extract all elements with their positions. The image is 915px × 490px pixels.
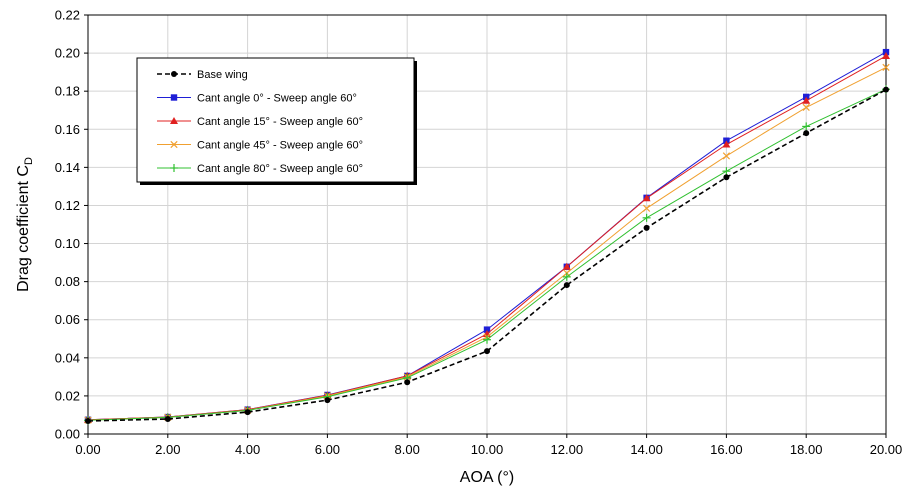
y-tick-label: 0.06 xyxy=(55,312,80,327)
data-point xyxy=(170,94,178,101)
data-point xyxy=(85,418,91,425)
y-tick-label: 0.22 xyxy=(55,8,80,23)
data-point xyxy=(563,282,570,289)
legend-item: Cant angle 80° - Sweep angle 60° xyxy=(157,163,363,175)
data-point xyxy=(324,397,331,404)
y-tick-label: 0.02 xyxy=(55,388,80,403)
data-point xyxy=(562,262,571,270)
x-tick-label: 8.00 xyxy=(395,442,420,457)
legend-label: Cant angle 0° - Sweep angle 60° xyxy=(197,93,357,105)
y-tick-label: 0.04 xyxy=(55,350,80,365)
data-point xyxy=(170,140,178,149)
series-base-wing xyxy=(85,86,889,425)
y-tick-label: 0.00 xyxy=(55,427,80,442)
y-tick-label: 0.08 xyxy=(55,274,80,289)
x-tick-label: 0.00 xyxy=(75,442,100,457)
data-point xyxy=(802,103,810,111)
data-point xyxy=(170,117,178,124)
data-point xyxy=(802,96,811,104)
y-tick-label: 0.20 xyxy=(55,46,80,61)
x-tick-label: 2.00 xyxy=(155,442,180,457)
y-tick-label: 0.12 xyxy=(55,198,80,213)
legend-label: Cant angle 45° - Sweep angle 60° xyxy=(197,140,363,152)
data-point xyxy=(643,224,650,231)
data-point xyxy=(722,152,731,160)
data-point xyxy=(484,348,490,355)
data-point xyxy=(170,164,178,172)
y-tick-label: 0.14 xyxy=(55,160,80,175)
data-point xyxy=(244,409,251,416)
legend-label: Base wing xyxy=(197,69,248,81)
data-point xyxy=(642,204,651,212)
legend-item: Base wing xyxy=(157,69,248,81)
data-point xyxy=(803,130,810,137)
data-point xyxy=(404,379,411,386)
data-point xyxy=(171,71,177,77)
axis-ticks: 0.00 0.02 0.04 0.06 0.08 0.10 0.12 0.14 0.16 0.18… xyxy=(55,8,903,458)
legend-item: Cant angle 45° - Sweep angle 60° xyxy=(157,140,363,152)
x-tick-label: 10.00 xyxy=(471,442,504,457)
legend-label: Cant angle 80° - Sweep angle 60° xyxy=(197,163,363,175)
legend-item: Cant angle 0° - Sweep angle 60° xyxy=(157,93,357,105)
data-point xyxy=(883,86,889,93)
x-axis-title: AOA (°) xyxy=(460,469,514,486)
x-tick-label: 6.00 xyxy=(315,442,340,457)
x-tick-label: 18.00 xyxy=(790,442,823,457)
legend: Base wing Cant angle 0° - Sweep angle 60°… xyxy=(136,57,417,185)
legend-label: Cant angle 15° - Sweep angle 60° xyxy=(197,116,363,128)
series-layer xyxy=(84,48,890,425)
x-tick-label: 4.00 xyxy=(235,442,260,457)
x-tick-label: 16.00 xyxy=(710,442,743,457)
data-point xyxy=(722,140,731,148)
data-point xyxy=(562,272,571,281)
legend-item: Cant angle 15° - Sweep angle 60° xyxy=(157,116,363,128)
y-tick-label: 0.10 xyxy=(55,236,80,251)
data-point xyxy=(483,335,491,344)
data-point xyxy=(722,167,731,176)
y-axis-title: Drag coefficient CD xyxy=(15,157,35,292)
y-tick-label: 0.16 xyxy=(55,122,80,137)
data-point xyxy=(723,174,730,181)
y-tick-label: 0.18 xyxy=(55,84,80,99)
x-tick-label: 20.00 xyxy=(870,442,903,457)
data-point xyxy=(164,415,171,422)
data-point xyxy=(483,326,491,333)
data-point xyxy=(802,122,811,131)
data-point xyxy=(882,51,890,59)
legend-box xyxy=(136,57,415,183)
x-tick-label: 12.00 xyxy=(551,442,584,457)
data-point xyxy=(642,194,651,202)
y-axis-title-subscript: D xyxy=(23,157,35,165)
y-axis-title-main: Drag coefficient C xyxy=(15,165,32,292)
x-tick-label: 14.00 xyxy=(630,442,663,457)
data-point xyxy=(642,213,651,222)
data-point xyxy=(882,63,890,71)
